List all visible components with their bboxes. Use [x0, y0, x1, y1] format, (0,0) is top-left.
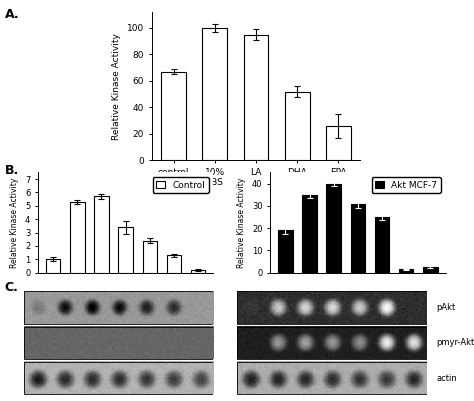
Legend: Akt MCF-7: Akt MCF-7: [372, 177, 441, 193]
Text: pAkt: pAkt: [436, 303, 456, 312]
Legend: Control: Control: [153, 177, 209, 193]
Bar: [327, 184, 341, 273]
Bar: [375, 217, 389, 273]
Bar: [326, 126, 351, 160]
Bar: [161, 72, 186, 160]
Bar: [237, 326, 427, 359]
Bar: [302, 195, 317, 273]
Bar: [351, 204, 365, 273]
Y-axis label: Relative Kinase Activity: Relative Kinase Activity: [112, 33, 121, 140]
Bar: [46, 259, 60, 273]
Bar: [118, 227, 133, 273]
Text: pmyr-Akt1: pmyr-Akt1: [436, 338, 474, 347]
Text: actin: actin: [436, 374, 457, 383]
Bar: [278, 230, 292, 273]
Bar: [24, 362, 213, 394]
Text: C.: C.: [5, 281, 18, 294]
Text: B.: B.: [5, 164, 19, 177]
Bar: [70, 202, 84, 273]
Bar: [24, 326, 213, 359]
Bar: [399, 269, 413, 273]
Bar: [285, 91, 310, 160]
Bar: [237, 362, 427, 394]
Bar: [167, 255, 181, 273]
Y-axis label: Relative Kinase Activity: Relative Kinase Activity: [10, 177, 19, 268]
Bar: [143, 241, 157, 273]
Bar: [24, 292, 213, 324]
Bar: [191, 270, 205, 273]
Bar: [237, 292, 427, 324]
Bar: [202, 28, 227, 160]
Bar: [423, 267, 438, 273]
Text: A.: A.: [5, 8, 19, 21]
Bar: [244, 34, 268, 160]
Y-axis label: Relative Kinase Activity: Relative Kinase Activity: [237, 177, 246, 268]
Bar: [94, 196, 109, 273]
